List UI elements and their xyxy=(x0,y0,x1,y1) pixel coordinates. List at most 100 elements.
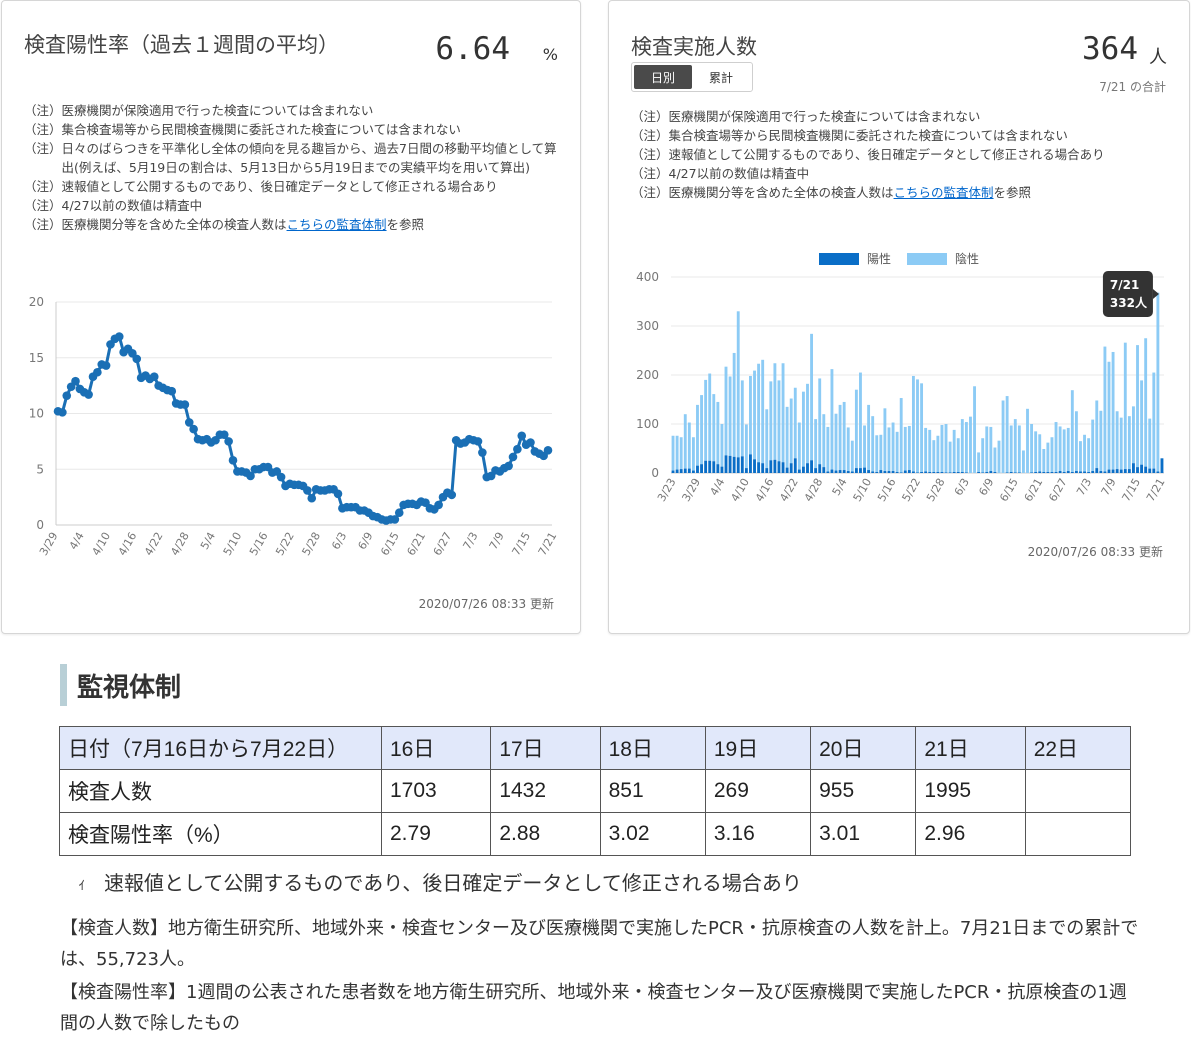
bar-negative xyxy=(736,311,740,458)
bar-negative xyxy=(769,381,773,461)
bar-positive xyxy=(1144,466,1148,473)
bar-negative xyxy=(1099,410,1103,472)
x-tick-label: 3/23 xyxy=(655,476,679,504)
bar-positive xyxy=(765,468,769,473)
x-tick-label: 4/22 xyxy=(777,476,801,504)
bar-negative xyxy=(732,352,736,457)
bar-positive xyxy=(1136,467,1139,473)
bar-negative xyxy=(846,427,850,472)
audit-system-link[interactable]: こちらの監査体制 xyxy=(286,217,387,232)
tooltip-box xyxy=(1102,271,1153,317)
data-point xyxy=(276,472,286,482)
table-cell: 2.96 xyxy=(915,812,1026,856)
bar-positive xyxy=(895,472,899,473)
bar-positive xyxy=(704,460,708,473)
positivity-notes: （注） 医療機関が保険適用で行った検査については含まれない （注） 集合検査場等から… xyxy=(24,101,559,234)
x-tick-label: 4/4 xyxy=(707,476,727,498)
bar-negative xyxy=(936,435,940,473)
bar-negative xyxy=(691,437,695,471)
bar-positive xyxy=(936,472,940,473)
bar-positive xyxy=(932,472,936,473)
table-cell: 269 xyxy=(704,769,812,813)
bar-negative xyxy=(1087,438,1091,473)
y-tick-label: 0 xyxy=(36,518,44,532)
data-point xyxy=(390,515,400,524)
bar-positive xyxy=(1058,471,1062,473)
bar-positive xyxy=(1107,469,1111,473)
data-point xyxy=(447,490,457,500)
bar-negative xyxy=(977,452,981,473)
bar-negative xyxy=(1042,448,1046,473)
bar-positive xyxy=(928,472,932,473)
bar-negative xyxy=(969,416,972,473)
x-tick-label: 5/22 xyxy=(899,476,923,504)
bar-positive xyxy=(822,467,826,473)
x-tick-label: 7/15 xyxy=(1120,476,1144,504)
bar-negative xyxy=(785,406,789,468)
note-item: （注） 集合検査場等から民間検査機関に委託された検査については含まれない xyxy=(631,128,1068,143)
bar-negative xyxy=(826,426,830,472)
positivity-title: 検査陽性率（過去１週間の平均） xyxy=(24,33,339,57)
bar-negative xyxy=(981,438,985,473)
data-point xyxy=(71,376,80,386)
series-line xyxy=(57,334,550,523)
bar-positive xyxy=(814,468,818,473)
bar-positive xyxy=(883,471,887,473)
bar-positive xyxy=(1083,471,1086,473)
data-point xyxy=(513,444,522,454)
bar-negative xyxy=(960,419,964,473)
data-point xyxy=(93,367,102,377)
footnote-mark: ｨ xyxy=(78,873,87,893)
audit-system-link[interactable]: こちらの監査体制 xyxy=(893,185,994,200)
tab-daily[interactable]: 日別 xyxy=(634,65,692,89)
x-tick-label: 5/28 xyxy=(299,530,323,558)
data-point xyxy=(132,354,142,364)
view-tabs: 日別 累計 xyxy=(631,62,753,92)
bar-negative xyxy=(887,427,891,472)
bar-negative xyxy=(822,414,826,468)
data-point xyxy=(224,437,233,446)
bar-negative xyxy=(749,375,752,455)
bar-positive xyxy=(854,468,858,473)
x-tick-label: 5/10 xyxy=(851,476,875,504)
bar-negative xyxy=(985,426,989,473)
bar-positive xyxy=(920,472,924,473)
bar-negative xyxy=(728,376,732,456)
positivity-value: 6.64 xyxy=(435,31,510,67)
bar-positive xyxy=(1070,472,1074,473)
bar-negative xyxy=(1107,361,1111,470)
bar-negative xyxy=(997,440,1001,473)
x-tick-label: 3/29 xyxy=(37,530,61,558)
bar-negative xyxy=(757,363,761,463)
bar-negative xyxy=(1001,400,1005,473)
x-tick-label: 7/3 xyxy=(460,530,480,552)
tests-value: 364 xyxy=(1082,31,1138,67)
bar-positive xyxy=(940,472,944,473)
tab-cumulative[interactable]: 累計 xyxy=(708,70,733,85)
bar-negative xyxy=(744,424,748,469)
footnote: ｨ 速報値として公開するものであり、後日確定データとして修正される場合あり xyxy=(78,867,802,896)
bar-negative xyxy=(928,429,932,473)
x-tick-label: 4/10 xyxy=(89,530,113,558)
note-item: （注） 速報値として公開するものであり、後日確定データとして修正される場合あり xyxy=(631,147,1105,162)
bar-negative xyxy=(1156,292,1160,472)
bar-negative xyxy=(1005,396,1009,473)
bar-positive xyxy=(818,464,822,473)
bar-positive xyxy=(960,472,964,473)
x-tick-label: 6/27 xyxy=(1046,476,1070,504)
bar-negative xyxy=(899,398,903,473)
bar-negative xyxy=(871,416,875,472)
bar-positive xyxy=(1152,468,1156,473)
bar-positive xyxy=(1062,472,1066,473)
x-tick-label: 6/15 xyxy=(997,476,1021,504)
bar-positive xyxy=(716,464,720,473)
bar-positive xyxy=(757,462,761,473)
bar-positive xyxy=(1156,471,1160,473)
bar-negative xyxy=(1083,434,1086,472)
bar-negative xyxy=(753,370,756,460)
table-header-cell: 21日 xyxy=(915,726,1026,770)
note-item: （注） 速報値として公開するものであり、後日確定データとして修正される場合あり xyxy=(24,179,498,194)
bar-positive xyxy=(749,454,752,473)
bar-negative xyxy=(1111,351,1115,470)
bar-positive xyxy=(769,460,773,473)
